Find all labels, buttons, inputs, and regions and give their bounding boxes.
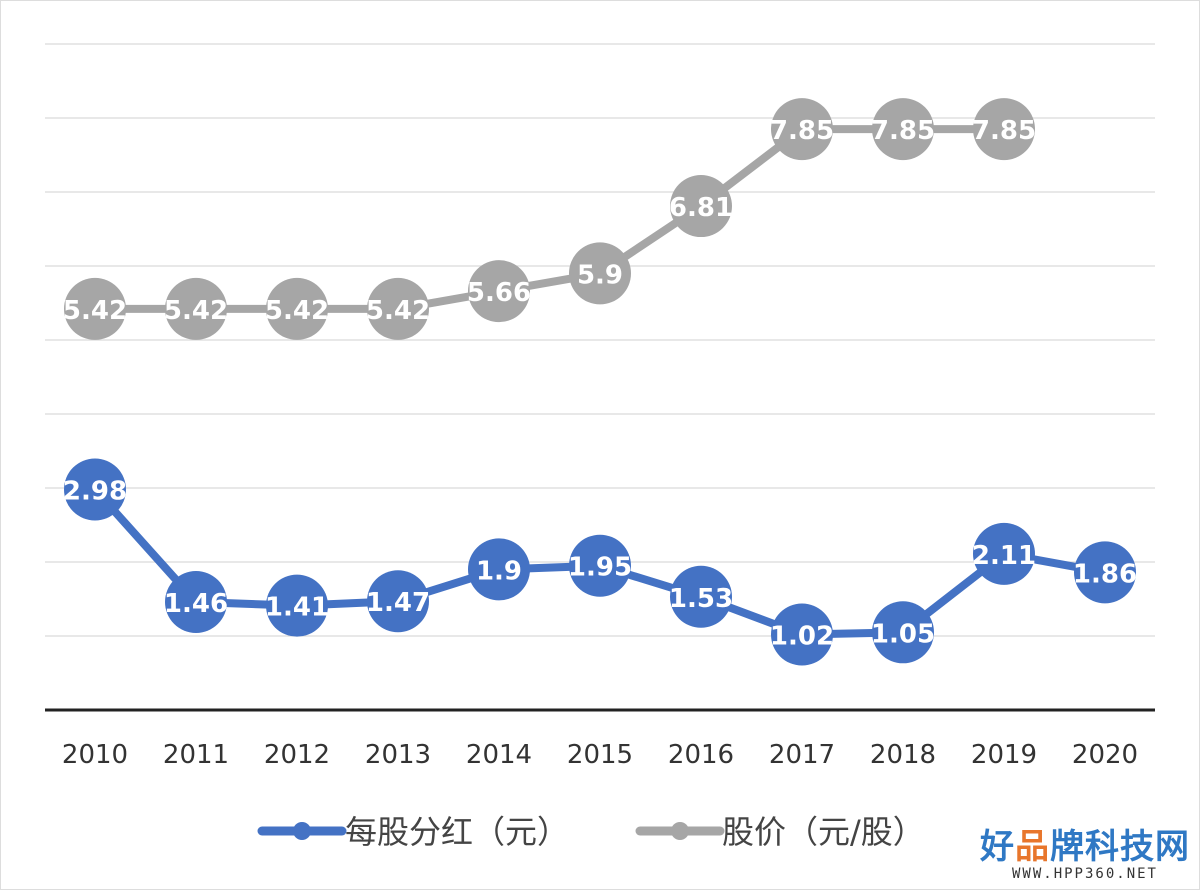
x-tick-label: 2011 xyxy=(163,740,229,770)
data-point xyxy=(771,603,833,666)
legend-label-0: 每股分红（元） xyxy=(345,813,569,851)
data-label: 7.85 xyxy=(770,116,834,146)
x-tick-label: 2010 xyxy=(62,740,128,770)
data-point xyxy=(266,277,328,340)
data-point xyxy=(165,570,227,633)
data-label: 2.11 xyxy=(972,541,1036,571)
watermark-char: 品 xyxy=(1015,827,1050,867)
x-tick-label: 2015 xyxy=(567,740,633,770)
data-point xyxy=(569,534,631,597)
legend-label-1: 股价（元/股） xyxy=(722,813,925,851)
data-point xyxy=(569,242,631,305)
x-tick-label: 2019 xyxy=(971,740,1037,770)
data-point xyxy=(973,98,1035,161)
data-label: 1.02 xyxy=(770,622,834,652)
x-tick-label: 2016 xyxy=(668,740,734,770)
data-point xyxy=(1074,541,1136,604)
x-tick-label: 2017 xyxy=(769,740,835,770)
x-tick-label: 2013 xyxy=(365,740,431,770)
x-tick-label: 2014 xyxy=(466,740,532,770)
data-point xyxy=(468,260,530,323)
data-label: 5.42 xyxy=(366,296,430,326)
legend-marker-1 xyxy=(671,822,689,840)
data-label: 5.42 xyxy=(63,296,127,326)
data-point xyxy=(165,277,227,340)
data-label: 1.47 xyxy=(366,588,430,618)
data-label: 5.9 xyxy=(577,260,623,290)
data-label: 5.42 xyxy=(164,296,228,326)
data-point xyxy=(771,98,833,161)
data-point xyxy=(367,277,429,340)
data-point xyxy=(670,175,732,238)
data-point xyxy=(367,570,429,633)
legend-marker-0 xyxy=(293,822,311,840)
data-label: 2.98 xyxy=(63,476,127,506)
x-tick-label: 2012 xyxy=(264,740,330,770)
data-point xyxy=(872,98,934,161)
watermark: 好品牌科技网 WWW.HPP360.NET xyxy=(980,828,1190,882)
x-tick-label: 2018 xyxy=(870,740,936,770)
data-label: 5.42 xyxy=(265,296,329,326)
data-label: 1.53 xyxy=(669,584,733,614)
data-point xyxy=(973,522,1035,585)
data-label: 1.9 xyxy=(476,556,522,586)
series-line-1 xyxy=(95,125,1004,313)
data-label: 6.81 xyxy=(669,193,733,223)
data-point xyxy=(468,538,530,601)
x-tick-label: 2020 xyxy=(1072,740,1138,770)
data-label: 1.41 xyxy=(265,593,329,623)
watermark-url: WWW.HPP360.NET xyxy=(1011,866,1158,882)
data-point xyxy=(64,458,126,521)
data-label: 7.85 xyxy=(972,116,1036,146)
data-label: 1.95 xyxy=(568,553,632,583)
watermark-char: 牌科技网 xyxy=(1050,827,1190,867)
data-label: 5.66 xyxy=(467,278,531,308)
data-label: 7.85 xyxy=(871,116,935,146)
watermark-title: 好品牌科技网 xyxy=(980,828,1190,866)
data-point xyxy=(670,565,732,628)
data-label: 1.46 xyxy=(164,589,228,619)
data-label: 1.86 xyxy=(1073,559,1137,589)
data-point xyxy=(64,277,126,340)
watermark-char: 好 xyxy=(980,827,1015,867)
data-label: 1.05 xyxy=(871,619,935,649)
data-point xyxy=(266,574,328,637)
data-point xyxy=(872,601,934,664)
